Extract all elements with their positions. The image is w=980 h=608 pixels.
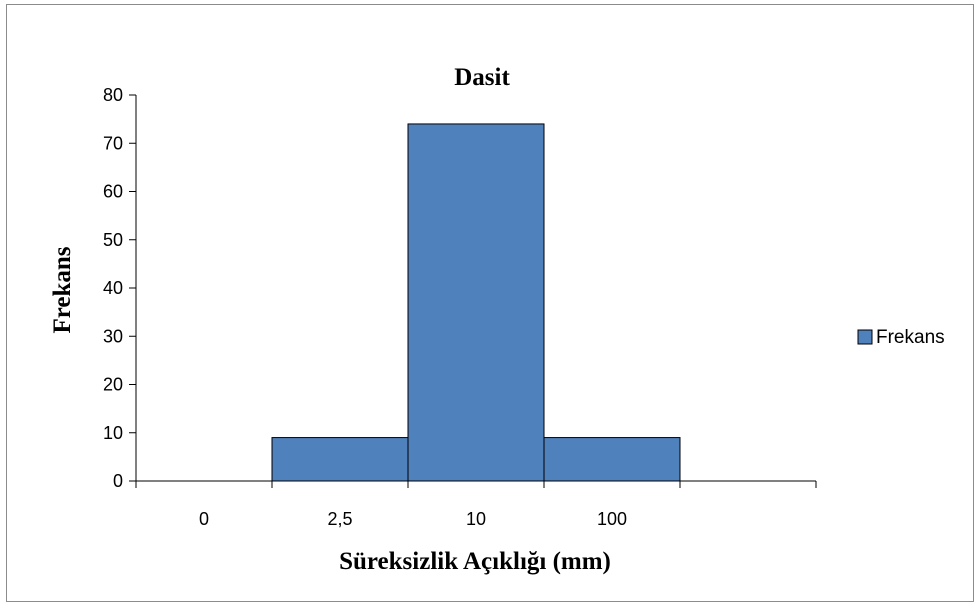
chart-title: Dasit [454, 64, 510, 91]
y-tick-label: 10 [103, 423, 123, 443]
y-tick-label: 50 [103, 230, 123, 250]
y-tick-label: 0 [113, 471, 123, 491]
y-tick-label: 60 [103, 182, 123, 202]
x-tick-label: 10 [466, 509, 486, 529]
y-tick-label: 80 [103, 85, 123, 105]
x-tick-label: 2,5 [327, 509, 352, 529]
legend-swatch [857, 329, 873, 345]
y-axis-title: Frekans [49, 246, 76, 333]
legend: Frekans [857, 327, 945, 348]
x-axis-title: Süreksizlik Açıklığı (mm) [339, 548, 611, 575]
bar-2,5 [271, 437, 409, 482]
legend-label: Frekans [876, 327, 945, 348]
y-tick-label: 20 [103, 375, 123, 395]
plot-area: 0 10 20 30 40 50 60 70 80 0 2,5 10 100 [103, 85, 817, 529]
x-tick-label: 100 [597, 509, 627, 529]
y-tick-label: 40 [103, 278, 123, 298]
bar-100 [543, 437, 681, 482]
bar-10 [407, 123, 545, 482]
x-tick-label: 0 [199, 509, 209, 529]
y-tick-label: 30 [103, 326, 123, 346]
y-tick-label: 70 [103, 133, 123, 153]
